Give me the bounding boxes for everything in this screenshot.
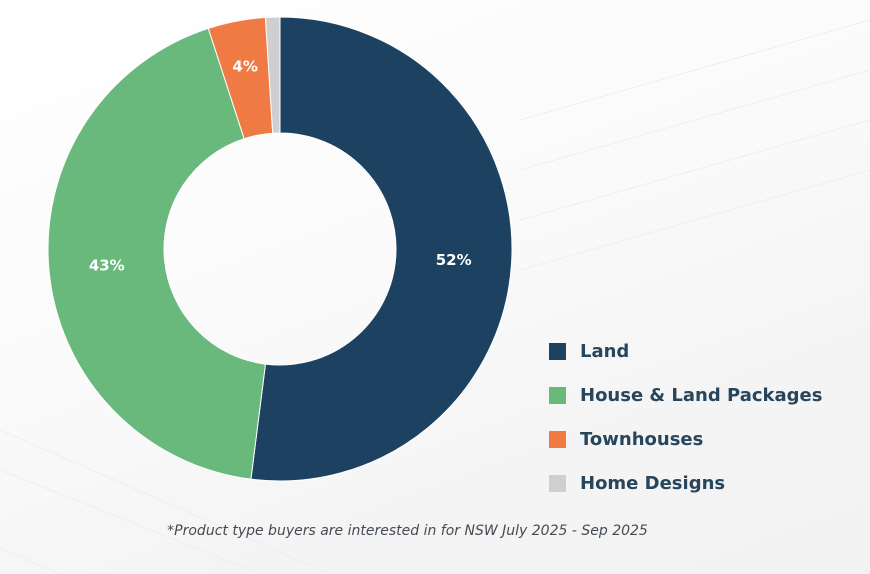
chart-footnote: *Product type buyers are interested in f… xyxy=(167,523,648,539)
slice-label-house-and-land-packages: 43% xyxy=(89,256,125,274)
legend-item-house-and-land-packages: House & Land Packages xyxy=(549,381,822,410)
donut-slice-labels: 52% 43% 4% xyxy=(89,57,472,274)
legend-item-home-designs: Home Designs xyxy=(549,469,822,498)
slice-label-townhouses: 4% xyxy=(232,57,257,75)
legend-swatch-land xyxy=(549,343,566,360)
legend-label-land: Land xyxy=(580,341,630,362)
legend-swatch-home-designs xyxy=(549,475,566,492)
donut-slices xyxy=(47,16,513,482)
slice-land xyxy=(250,16,513,482)
legend-label-home-designs: Home Designs xyxy=(580,473,726,494)
legend-label-house-and-land-packages: House & Land Packages xyxy=(580,385,823,406)
chart-legend: Land House & Land Packages Townhouses Home … xyxy=(549,337,822,513)
legend-swatch-house-and-land-packages xyxy=(549,387,566,404)
slice-label-land: 52% xyxy=(436,251,472,269)
legend-label-townhouses: Townhouses xyxy=(580,429,704,450)
legend-item-land: Land xyxy=(549,337,822,366)
legend-swatch-townhouses xyxy=(549,431,566,448)
slice-home-designs xyxy=(264,16,281,134)
legend-item-townhouses: Townhouses xyxy=(549,425,822,454)
slice-house-and-land-packages xyxy=(47,27,267,480)
